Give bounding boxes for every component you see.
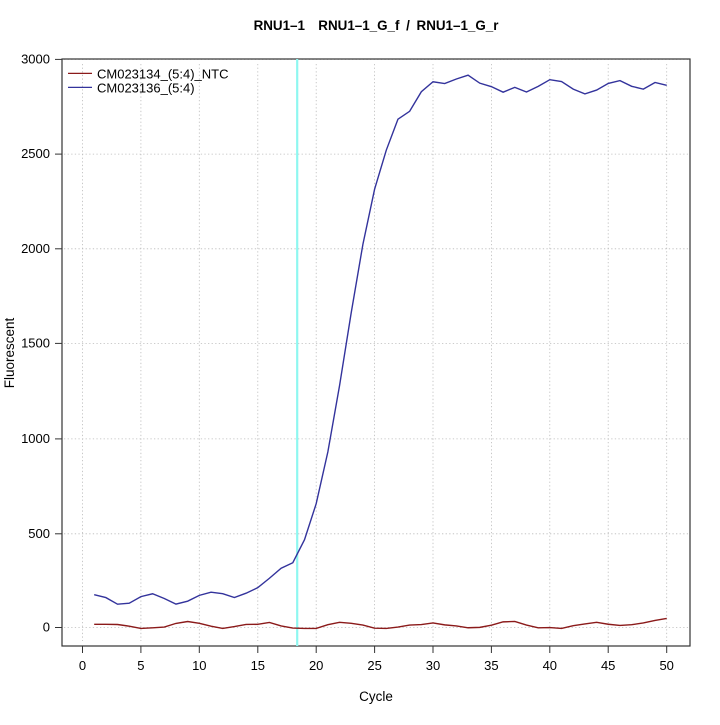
svg-text:CM023136_(5:4): CM023136_(5:4) bbox=[97, 80, 195, 95]
svg-text:50: 50 bbox=[659, 658, 673, 673]
svg-text:1000: 1000 bbox=[21, 431, 50, 446]
svg-text:40: 40 bbox=[543, 658, 557, 673]
svg-text:Fluorescent: Fluorescent bbox=[2, 317, 17, 388]
svg-text:5: 5 bbox=[137, 658, 144, 673]
svg-text:30: 30 bbox=[426, 658, 440, 673]
svg-text:45: 45 bbox=[601, 658, 615, 673]
svg-text:20: 20 bbox=[309, 658, 323, 673]
svg-text:35: 35 bbox=[484, 658, 498, 673]
svg-text:Cycle: Cycle bbox=[359, 689, 393, 704]
svg-text:15: 15 bbox=[251, 658, 265, 673]
svg-text:10: 10 bbox=[192, 658, 206, 673]
svg-text:25: 25 bbox=[367, 658, 381, 673]
svg-text:3000: 3000 bbox=[21, 51, 50, 66]
svg-text:2000: 2000 bbox=[21, 241, 50, 256]
svg-text:0: 0 bbox=[79, 658, 86, 673]
svg-text:0: 0 bbox=[43, 620, 50, 635]
svg-text:1500: 1500 bbox=[21, 335, 50, 350]
svg-text:2500: 2500 bbox=[21, 146, 50, 161]
svg-text:500: 500 bbox=[28, 526, 50, 541]
svg-text:CM023134_(5:4)_NTC: CM023134_(5:4)_NTC bbox=[97, 66, 229, 81]
